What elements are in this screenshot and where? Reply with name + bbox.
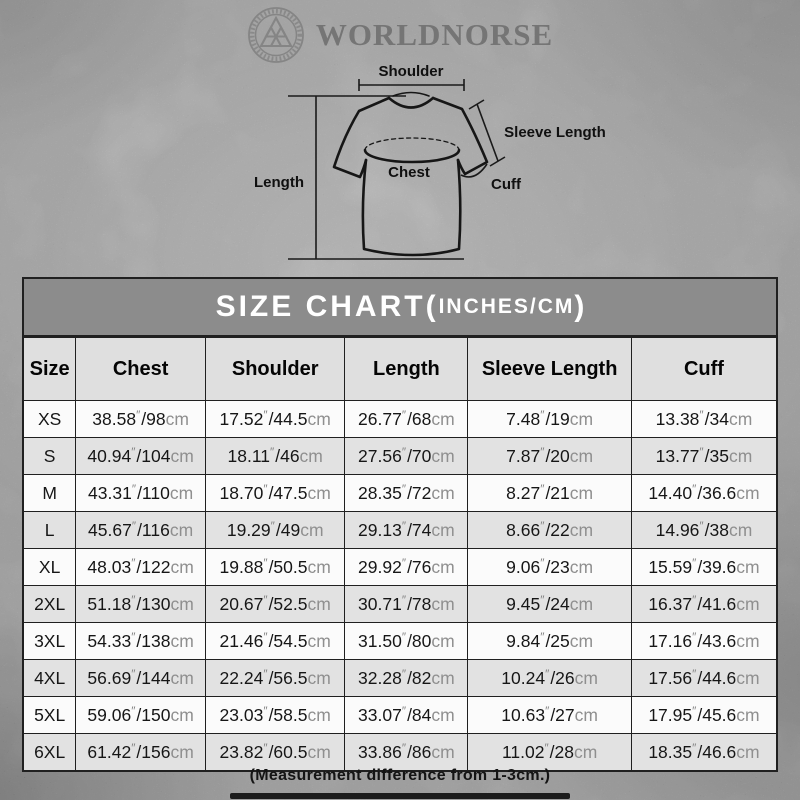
measurement-cell: 48.03″/122cm: [75, 548, 206, 586]
measurement-cell: 59.06″/150cm: [75, 696, 206, 734]
table-row: S 40.94″/104cm 18.11″/46cm 27.56″/70cm 7.87″…: [22, 437, 778, 475]
measurement-cell: 14.40″/36.6cm: [630, 474, 778, 512]
diagram-label-chest: Chest: [388, 164, 430, 181]
measurement-cell: 27.56″/70cm: [344, 437, 469, 475]
title-main: SIZE CHART(: [215, 290, 439, 323]
brand-name: WORLDNORSE: [315, 17, 554, 52]
diagram-label-cuff: Cuff: [491, 176, 522, 193]
measurement-cell: 17.16″/43.6cm: [630, 622, 778, 660]
measurement-cell: 23.82″/60.5cm: [204, 733, 346, 772]
size-cell: XS: [22, 400, 77, 438]
table-row: 5XL 59.06″/150cm 23.03″/58.5cm 33.07″/84cm 1…: [22, 696, 778, 734]
measurement-cell: 26.77″/68cm: [344, 400, 469, 438]
valknut-logo-icon: [247, 7, 304, 63]
column-header: Sleeve Length: [467, 336, 632, 401]
table-row: 2XL 51.18″/130cm 20.67″/52.5cm 30.71″/78cm 9…: [22, 585, 778, 623]
measurement-cell: 7.87″/20cm: [467, 437, 632, 475]
column-header: Chest: [75, 336, 206, 401]
table-row: L 45.67″/116cm 19.29″/49cm 29.13″/74cm 8.66″…: [22, 511, 778, 549]
table-row: 3XL 54.33″/138cm 21.46″/54.5cm 31.50″/80cm 9…: [22, 622, 778, 660]
table-body: XS 38.58″/98cm 17.52″/44.5cm 26.77″/68cm 7.4…: [22, 400, 778, 772]
measurement-cell: 51.18″/130cm: [75, 585, 206, 623]
measurement-cell: 10.63″/27cm: [467, 696, 632, 734]
measurement-cell: 15.59″/39.6cm: [630, 548, 778, 586]
size-table: Size Chest Shoulder Length Sleeve Length Cuff…: [22, 336, 778, 772]
measurement-cell: 19.88″/50.5cm: [204, 548, 346, 586]
header-row: Size Chest Shoulder Length Sleeve Length Cuff: [22, 336, 778, 401]
measurement-cell: 17.95″/45.6cm: [630, 696, 778, 734]
measurement-cell: 38.58″/98cm: [75, 400, 206, 438]
table-row: 6XL 61.42″/156cm 23.82″/60.5cm 33.86″/86cm 1…: [22, 733, 778, 772]
size-chart-title-bar: SIZE CHART(INCHES/CM): [22, 277, 778, 336]
diagram-label-length: Length: [254, 174, 304, 191]
measurement-cell: 11.02″/28cm: [467, 733, 632, 772]
brand-header: WORLDNORSE: [0, 6, 800, 64]
size-cell: 5XL: [22, 696, 77, 734]
measurement-cell: 61.42″/156cm: [75, 733, 206, 772]
measurement-cell: 45.67″/116cm: [75, 511, 206, 549]
size-cell: 3XL: [22, 622, 77, 660]
measurement-cell: 56.69″/144cm: [75, 659, 206, 697]
diagram-label-shoulder: Shoulder: [378, 63, 443, 80]
size-cell: 2XL: [22, 585, 77, 623]
diagram-label-sleeve-length: Sleeve Length: [504, 124, 606, 141]
title-close: ): [574, 290, 585, 323]
table-row: 4XL 56.69″/144cm 22.24″/56.5cm 32.28″/82cm 1…: [22, 659, 778, 697]
column-header: Length: [344, 336, 469, 401]
measurement-cell: 17.52″/44.5cm: [204, 400, 346, 438]
column-header: Shoulder: [204, 336, 346, 401]
measurement-cell: 7.48″/19cm: [467, 400, 632, 438]
size-cell: XL: [22, 548, 77, 586]
size-cell: M: [22, 474, 77, 512]
measurement-cell: 32.28″/82cm: [344, 659, 469, 697]
measurement-cell: 28.35″/72cm: [344, 474, 469, 512]
size-cell: S: [22, 437, 77, 475]
size-cell: L: [22, 511, 77, 549]
title-sub: INCHES/CM: [438, 295, 575, 318]
table-row: XL 48.03″/122cm 19.88″/50.5cm 29.92″/76cm 9.…: [22, 548, 778, 586]
measurement-cell: 30.71″/78cm: [344, 585, 469, 623]
measurement-cell: 13.77″/35cm: [630, 437, 778, 475]
size-cell: 4XL: [22, 659, 77, 697]
measurement-cell: 9.45″/24cm: [467, 585, 632, 623]
table-row: M 43.31″/110cm 18.70″/47.5cm 28.35″/72cm 8.2…: [22, 474, 778, 512]
measurement-cell: 33.07″/84cm: [344, 696, 469, 734]
measurement-cell: 13.38″/34cm: [630, 400, 778, 438]
measurement-cell: 18.11″/46cm: [204, 437, 346, 475]
measurement-cell: 18.35″/46.6cm: [630, 733, 778, 772]
column-header: Cuff: [630, 336, 778, 401]
measurement-cell: 17.56″/44.6cm: [630, 659, 778, 697]
measurement-cell: 14.96″/38cm: [630, 511, 778, 549]
table-row: XS 38.58″/98cm 17.52″/44.5cm 26.77″/68cm 7.4…: [22, 400, 778, 438]
measurement-cell: 21.46″/54.5cm: [204, 622, 346, 660]
measurement-cell: 23.03″/58.5cm: [204, 696, 346, 734]
measurement-cell: 33.86″/86cm: [344, 733, 469, 772]
measurement-cell: 22.24″/56.5cm: [204, 659, 346, 697]
column-header: Size: [22, 336, 77, 401]
measurement-cell: 16.37″/41.6cm: [630, 585, 778, 623]
measurement-cell: 9.06″/23cm: [467, 548, 632, 586]
measurement-footnote: (Measurement difference from 1-3cm.): [249, 767, 551, 784]
measurement-cell: 29.92″/76cm: [344, 548, 469, 586]
measurement-cell: 29.13″/74cm: [344, 511, 469, 549]
measurement-cell: 18.70″/47.5cm: [204, 474, 346, 512]
measurement-cell: 8.27″/21cm: [467, 474, 632, 512]
measurement-cell: 8.66″/22cm: [467, 511, 632, 549]
tshirt-measurement-diagram: Shoulder Sleeve Length Length Chest Cuff: [254, 63, 606, 260]
measurement-cell: 9.84″/25cm: [467, 622, 632, 660]
measurement-cell: 54.33″/138cm: [75, 622, 206, 660]
measurement-cell: 40.94″/104cm: [75, 437, 206, 475]
measurement-cell: 43.31″/110cm: [75, 474, 206, 512]
measurement-cell: 20.67″/52.5cm: [204, 585, 346, 623]
size-chart: SIZE CHART(INCHES/CM) Size Chest Shoulder L…: [22, 277, 778, 772]
measurement-cell: 19.29″/49cm: [204, 511, 346, 549]
bottom-bar-decoration: [230, 793, 570, 799]
measurement-cell: 31.50″/80cm: [344, 622, 469, 660]
size-cell: 6XL: [22, 733, 77, 772]
measurement-cell: 10.24″/26cm: [467, 659, 632, 697]
